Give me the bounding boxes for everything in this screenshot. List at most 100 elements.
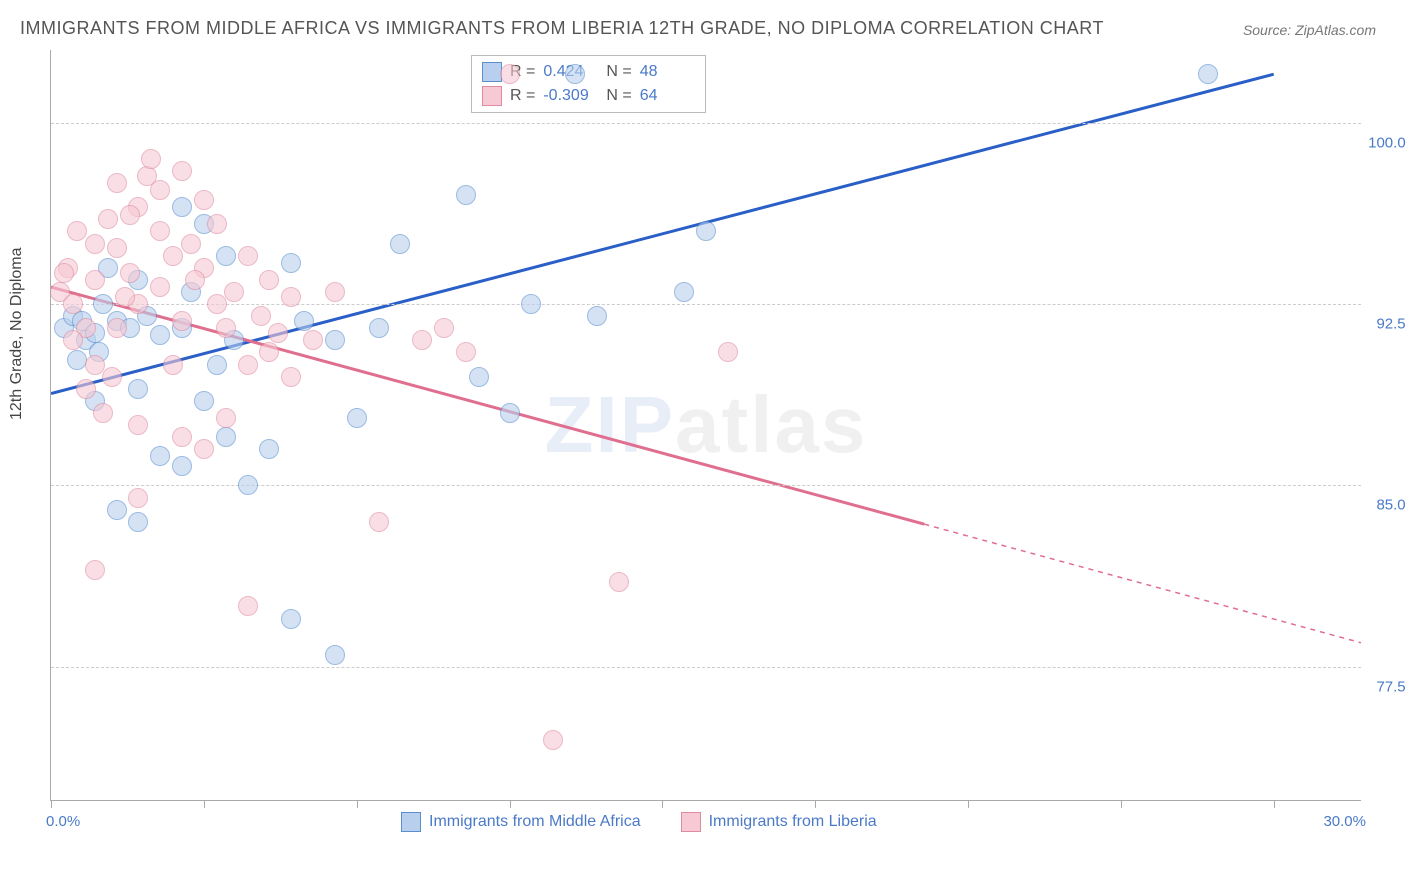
xtick <box>662 800 663 808</box>
data-point <box>609 572 629 592</box>
data-point <box>185 270 205 290</box>
series-swatch <box>482 86 502 106</box>
data-point <box>128 512 148 532</box>
xtick <box>510 800 511 808</box>
data-point <box>347 408 367 428</box>
n-label: N = <box>606 63 631 81</box>
ytick-label: 92.5% <box>1376 316 1406 333</box>
data-point <box>216 246 236 266</box>
data-point <box>98 209 118 229</box>
n-value: 48 <box>640 63 695 81</box>
data-point <box>207 214 227 234</box>
series-legend: Immigrants from Middle Africa Immigrants … <box>401 812 877 832</box>
gridline <box>51 667 1361 668</box>
data-point <box>259 270 279 290</box>
data-point <box>390 234 410 254</box>
n-label: N = <box>606 87 631 105</box>
data-point <box>207 294 227 314</box>
data-point <box>325 645 345 665</box>
data-point <box>85 270 105 290</box>
data-point <box>107 173 127 193</box>
data-point <box>128 415 148 435</box>
data-point <box>85 355 105 375</box>
data-point <box>224 282 244 302</box>
legend-item: Immigrants from Liberia <box>681 812 877 832</box>
data-point <box>259 342 279 362</box>
data-point <box>216 318 236 338</box>
gridline <box>51 304 1361 305</box>
data-point <box>128 488 148 508</box>
data-point <box>107 238 127 258</box>
data-point <box>259 439 279 459</box>
x-max-label: 30.0% <box>1323 813 1366 830</box>
data-point <box>251 306 271 326</box>
legend-swatch <box>401 812 421 832</box>
data-point <box>238 475 258 495</box>
data-point <box>181 234 201 254</box>
data-point <box>565 64 585 84</box>
data-point <box>325 282 345 302</box>
data-point <box>369 512 389 532</box>
data-point <box>281 287 301 307</box>
data-point <box>150 180 170 200</box>
xtick <box>1274 800 1275 808</box>
data-point <box>500 64 520 84</box>
scatter-chart: ZIPatlas R = 0.424N = 48R = -0.309N = 64… <box>50 50 1361 801</box>
data-point <box>696 221 716 241</box>
data-point <box>172 427 192 447</box>
data-point <box>172 456 192 476</box>
data-point <box>238 596 258 616</box>
source-attribution: Source: ZipAtlas.com <box>1243 22 1376 38</box>
data-point <box>412 330 432 350</box>
data-point <box>194 190 214 210</box>
ytick-label: 100.0% <box>1368 134 1406 151</box>
data-point <box>434 318 454 338</box>
data-point <box>500 403 520 423</box>
xtick <box>1121 800 1122 808</box>
xtick <box>815 800 816 808</box>
data-point <box>150 325 170 345</box>
data-point <box>469 367 489 387</box>
xtick <box>968 800 969 808</box>
gridline <box>51 123 1361 124</box>
data-point <box>150 221 170 241</box>
data-point <box>93 403 113 423</box>
ytick-label: 85.0% <box>1376 497 1406 514</box>
data-point <box>150 277 170 297</box>
data-point <box>163 246 183 266</box>
chart-title: IMMIGRANTS FROM MIDDLE AFRICA VS IMMIGRA… <box>20 18 1104 39</box>
data-point <box>303 330 323 350</box>
data-point <box>107 500 127 520</box>
data-point <box>163 355 183 375</box>
legend-label: Immigrants from Middle Africa <box>429 813 641 831</box>
data-point <box>141 149 161 169</box>
data-point <box>281 367 301 387</box>
data-point <box>54 263 74 283</box>
data-point <box>1198 64 1218 84</box>
data-point <box>718 342 738 362</box>
data-point <box>281 253 301 273</box>
data-point <box>150 446 170 466</box>
stats-row: R = -0.309N = 64 <box>482 84 695 108</box>
data-point <box>115 287 135 307</box>
data-point <box>369 318 389 338</box>
data-point <box>521 294 541 314</box>
data-point <box>674 282 694 302</box>
data-point <box>194 391 214 411</box>
data-point <box>63 294 83 314</box>
data-point <box>543 730 563 750</box>
data-point <box>194 439 214 459</box>
data-point <box>107 318 127 338</box>
y-axis-label: 12th Grade, No Diploma <box>8 247 26 420</box>
n-value: 64 <box>640 87 695 105</box>
data-point <box>456 342 476 362</box>
data-point <box>120 263 140 283</box>
data-point <box>238 246 258 266</box>
r-value: -0.309 <box>543 87 598 105</box>
data-point <box>128 379 148 399</box>
data-point <box>281 609 301 629</box>
xtick <box>51 800 52 808</box>
data-point <box>85 234 105 254</box>
data-point <box>207 355 227 375</box>
data-point <box>172 161 192 181</box>
